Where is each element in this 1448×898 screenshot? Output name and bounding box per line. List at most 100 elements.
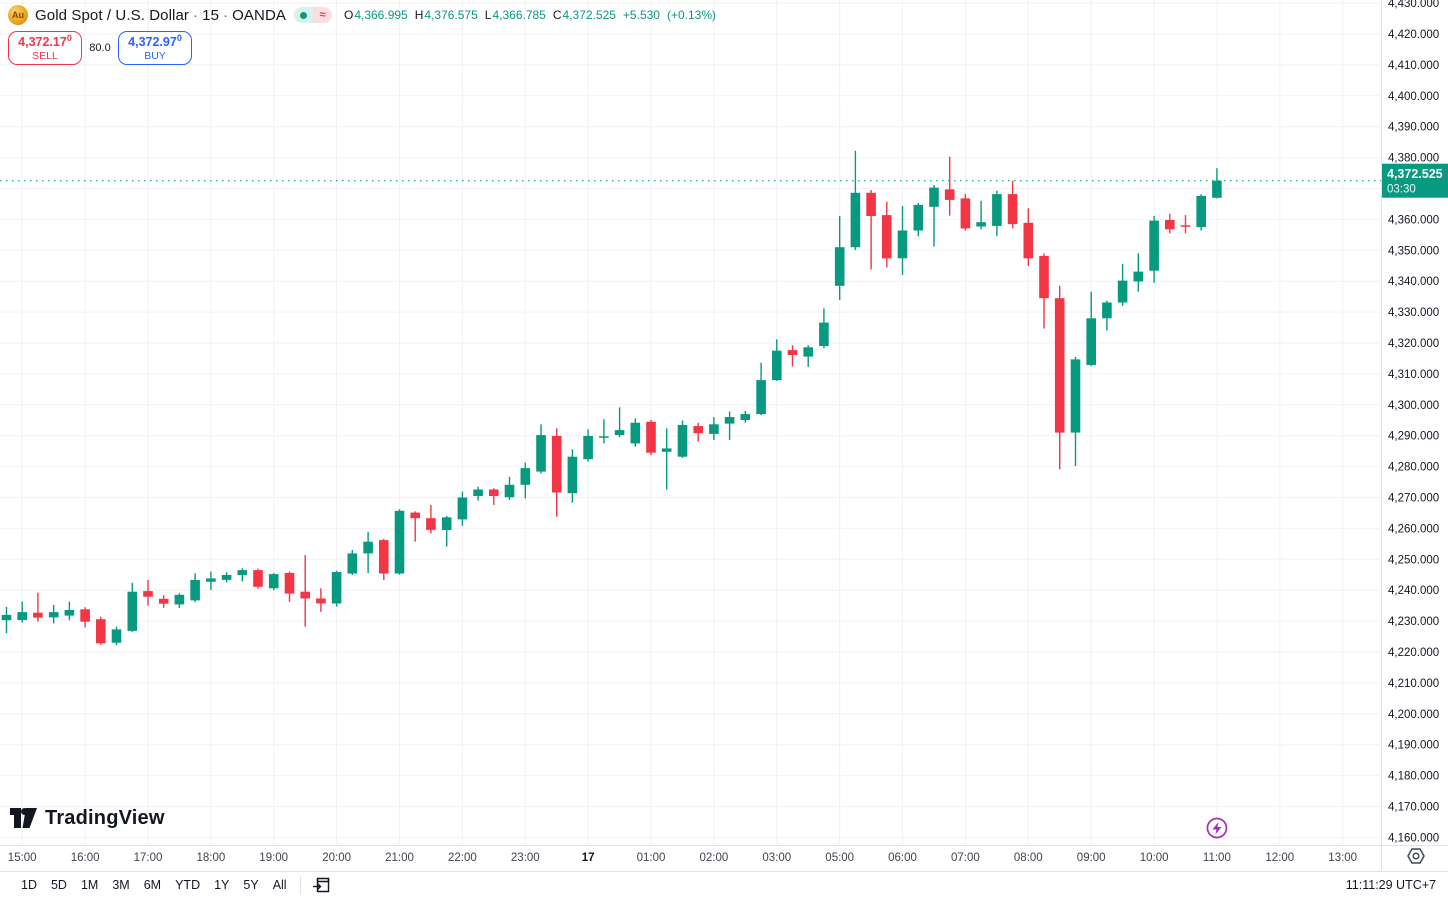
candle (143, 580, 153, 606)
candle (379, 538, 389, 580)
exchange-name: OANDA (232, 6, 286, 24)
candle (394, 509, 405, 575)
spread-value: 80.0 (89, 42, 111, 54)
approx-delayed-icon: ≈ (312, 7, 332, 23)
close-value: 4,372.525 (562, 8, 616, 22)
price-axis-label: 4,180.000 (1388, 771, 1439, 783)
open-label: O (343, 8, 354, 22)
time-axis-label: 10:00 (1140, 852, 1169, 864)
candle (253, 568, 263, 589)
time-axis-label: 13:00 (1328, 852, 1357, 864)
range-button-1y[interactable]: 1Y (207, 875, 236, 895)
last-price-label: 4,372.525 03:30 (1382, 163, 1448, 198)
price-axis-label: 4,350.000 (1388, 245, 1439, 257)
change-percent: (+0.13%) (666, 8, 716, 22)
range-button-5y[interactable]: 5Y (236, 875, 265, 895)
time-axis-label: 01:00 (637, 852, 666, 864)
candle (489, 488, 499, 505)
ohlc-readout: O4,366.995 H4,376.575 L4,366.785 C4,372.… (344, 8, 716, 22)
candles (1, 150, 1222, 646)
candle (17, 601, 27, 623)
candle (960, 194, 971, 231)
candle (850, 150, 861, 250)
price-axis-label: 4,280.000 (1388, 462, 1439, 474)
toolbar-divider (299, 876, 301, 894)
candle (944, 156, 955, 216)
clock-readout[interactable]: 11:11:29 UTC+7 (1345, 878, 1436, 892)
candle (96, 616, 106, 645)
price-axis-label: 4,290.000 (1388, 431, 1439, 443)
candle (536, 424, 546, 474)
range-button-5d[interactable]: 5D (44, 875, 74, 895)
price-axis-label: 4,330.000 (1388, 307, 1439, 319)
candle (457, 491, 468, 526)
time-axis-label: 09:00 (1077, 852, 1106, 864)
price-axis-label: 4,320.000 (1388, 338, 1439, 350)
sell-button[interactable]: 4,372.170 SELL (8, 31, 82, 65)
candle (583, 429, 593, 462)
candle (158, 595, 169, 608)
price-axis[interactable] (1381, 0, 1448, 870)
watermark-text: TradingView (45, 806, 165, 829)
candle (237, 568, 248, 582)
time-axis-label: 15:00 (8, 852, 37, 864)
candle (1165, 213, 1175, 234)
chart-legend: Au Gold Spot / U.S. Dollar · 15 · OANDA ≈ O4… (0, 0, 1380, 70)
time-axis-label: 03:00 (762, 852, 791, 864)
time-axis-label: 20:00 (322, 852, 351, 864)
range-button-all[interactable]: All (266, 875, 294, 895)
buy-button[interactable]: 4,372.970 BUY (118, 31, 192, 65)
candle (819, 308, 829, 349)
candle (331, 570, 342, 607)
candle (929, 185, 939, 247)
time-axis-label: 08:00 (1014, 852, 1043, 864)
candle (866, 190, 876, 270)
range-button-1d[interactable]: 1D (14, 875, 44, 895)
candle (882, 201, 892, 268)
candle (740, 411, 751, 423)
candle (284, 571, 295, 602)
time-axis-label: 18:00 (197, 852, 226, 864)
candle (316, 588, 326, 612)
candle (661, 428, 672, 490)
candle (441, 516, 452, 547)
candle (426, 504, 436, 534)
candle (724, 411, 735, 440)
symbol-title[interactable]: Gold Spot / U.S. Dollar · 15 · OANDA (35, 6, 286, 24)
candlestick-chart[interactable]: 4,160.000 4,170.000 4,180.000 4,190.000 4,20… (0, 0, 1448, 870)
time-axis-label: 19:00 (259, 852, 288, 864)
price-axis-label: 4,380.000 (1388, 153, 1439, 165)
candle (693, 422, 703, 442)
chart-area[interactable]: 4,160.000 4,170.000 4,180.000 4,190.000 4,20… (0, 0, 1448, 870)
time-axis-label: 17:00 (134, 852, 163, 864)
horizontal-gridlines (0, 2, 1381, 838)
candle (709, 417, 719, 440)
price-axis-label: 4,340.000 (1388, 276, 1439, 288)
market-status-pill[interactable]: ≈ (293, 7, 332, 23)
lightning-bolt-icon[interactable] (1206, 817, 1228, 839)
price-axis-label: 4,160.000 (1388, 832, 1439, 844)
time-axis[interactable] (0, 845, 1381, 870)
low-value: 4,366.785 (492, 8, 546, 22)
tradingview-watermark[interactable]: TradingView (10, 806, 165, 830)
range-button-ytd[interactable]: YTD (168, 875, 207, 895)
price-axis-label: 4,360.000 (1388, 214, 1439, 226)
price-axis-label: 4,250.000 (1388, 554, 1439, 566)
low-label: L (484, 8, 492, 22)
high-value: 4,376.575 (424, 8, 478, 22)
price-axis-label: 4,400.000 (1388, 91, 1439, 103)
goto-date-button[interactable] (310, 874, 333, 897)
market-open-dot-icon (293, 7, 313, 23)
candle (174, 593, 185, 609)
range-button-6m[interactable]: 6M (137, 875, 168, 895)
candle (363, 531, 373, 574)
candle (551, 428, 562, 517)
range-button-3m[interactable]: 3M (105, 875, 136, 895)
candle (976, 200, 986, 230)
hexagon-settings-icon[interactable] (1407, 848, 1425, 864)
price-axis-label: 4,300.000 (1388, 400, 1439, 412)
symbol-name: Gold Spot / U.S. Dollar (35, 6, 190, 24)
range-button-1m[interactable]: 1M (74, 875, 105, 895)
candle (300, 555, 310, 627)
candle (646, 419, 656, 456)
